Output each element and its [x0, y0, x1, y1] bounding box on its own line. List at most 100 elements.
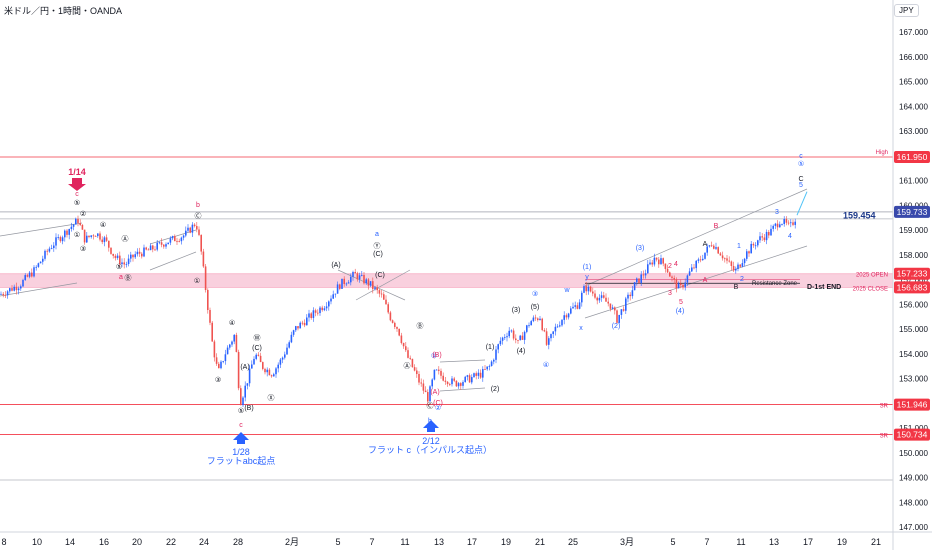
candle-body — [779, 224, 781, 228]
wave-label: ⑤ — [798, 160, 804, 168]
candle-body — [284, 354, 286, 358]
x-tick-label: 7 — [704, 537, 709, 547]
y-tick-label: 156.000 — [899, 300, 928, 309]
candle-body — [57, 237, 59, 238]
candle-body — [26, 275, 29, 277]
candle-body — [264, 368, 266, 373]
candle-body — [116, 255, 119, 259]
candle-body — [86, 235, 88, 243]
candle-body — [48, 248, 51, 252]
wave-label: c — [799, 153, 803, 160]
candle-body — [420, 382, 422, 384]
candle-body — [631, 290, 634, 297]
candle-body — [226, 347, 229, 355]
candle-body — [20, 286, 22, 289]
candle-body — [97, 233, 99, 237]
candle-body — [156, 242, 158, 250]
candle-body — [9, 288, 11, 292]
candle-body — [675, 279, 678, 289]
candle-body — [704, 252, 706, 259]
candle-body — [693, 267, 695, 269]
candle-body — [724, 258, 726, 260]
y-tick-label: 164.000 — [899, 102, 928, 111]
candle-body — [398, 328, 400, 336]
candle-body — [488, 365, 491, 367]
candle-body — [312, 310, 315, 318]
candle-body — [248, 368, 251, 384]
candle-body — [435, 369, 438, 371]
y-axis[interactable]: 167.000166.000165.000164.000163.000162.0… — [892, 0, 928, 550]
candle-body — [774, 223, 777, 226]
candle-body — [253, 358, 255, 365]
candle-body — [735, 268, 737, 271]
candle-body — [427, 392, 429, 402]
wave-label-small: (5) — [531, 304, 540, 311]
resistance-zone — [0, 273, 893, 288]
candle-body — [453, 378, 455, 381]
candle-body — [15, 286, 18, 291]
y-tick-label: 160.000 — [899, 201, 928, 210]
candle-body — [178, 241, 180, 242]
candle-body — [209, 309, 211, 323]
x-tick-label: 7 — [369, 537, 374, 547]
wave-label: ⑤ — [74, 199, 80, 207]
candle-body — [64, 230, 66, 238]
candle-body — [688, 271, 691, 276]
y-tick-label: 163.000 — [899, 127, 928, 136]
x-tick-label: 2月 — [285, 537, 299, 547]
candle-body — [559, 325, 561, 327]
candle-body — [288, 342, 290, 348]
y-tick-label: 166.000 — [899, 53, 928, 62]
wave-label-small: c — [239, 422, 243, 429]
currency-unit-badge[interactable]: JPY — [894, 4, 919, 17]
candle-body — [347, 282, 350, 284]
candle-body — [554, 326, 557, 332]
candle-body — [695, 260, 697, 269]
candle-body — [785, 219, 788, 223]
y-tick-label: 149.000 — [899, 474, 928, 483]
candle-body — [647, 264, 649, 274]
wave-label-small: (3) — [512, 307, 521, 314]
candle-body — [609, 303, 612, 309]
price-badge — [894, 267, 930, 280]
x-tick-label: 14 — [65, 537, 75, 547]
candle-body — [279, 359, 282, 365]
candle-body — [343, 278, 345, 285]
price-badge — [894, 205, 930, 218]
candle-body — [477, 372, 480, 376]
candle-body — [739, 264, 741, 267]
candle-body — [572, 306, 574, 309]
candle-body — [17, 288, 20, 291]
wave-label: ③ — [80, 245, 86, 253]
candle-body — [754, 245, 757, 247]
x-tick-label: 19 — [837, 537, 847, 547]
candle-body — [350, 276, 352, 283]
candle-body — [629, 294, 631, 297]
candle-body — [409, 357, 411, 359]
channel-line — [337, 269, 406, 301]
wave-label-small: (2) — [491, 386, 500, 393]
candle-body — [376, 287, 378, 291]
candle-body — [517, 340, 519, 341]
candle-body — [259, 355, 262, 363]
candle-body — [242, 397, 244, 406]
candle-body — [114, 255, 117, 259]
candle-body — [462, 382, 464, 386]
candle-body — [11, 288, 13, 291]
candle-body — [691, 267, 693, 272]
channel-line — [439, 387, 486, 392]
wave-label: a — [119, 274, 123, 281]
wave-label-small: y — [585, 274, 589, 281]
candle-body — [466, 375, 469, 377]
candle-body — [614, 307, 616, 311]
wave-label-small: (3) — [636, 245, 645, 252]
candle-body — [354, 271, 356, 274]
y-tick-label: 158.000 — [899, 251, 928, 260]
x-axis[interactable]: 8 10 14 16 20 22 24 28 2月 5 7 11 13 17 19 21 25 3月 5 7 11 13 1… — [0, 531, 932, 547]
candle-body — [182, 235, 185, 238]
candle-body — [273, 374, 275, 377]
candle-body — [281, 357, 284, 360]
x-tick-label: 25 — [568, 537, 578, 547]
candle-body — [163, 244, 165, 247]
